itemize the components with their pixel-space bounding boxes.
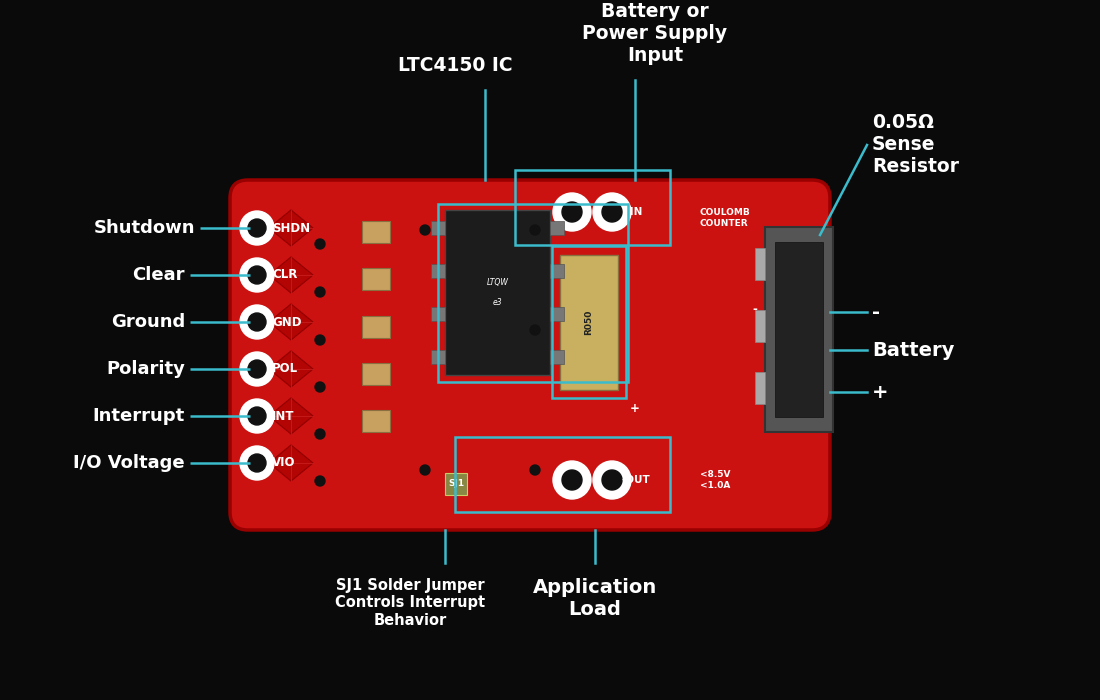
Bar (431, 264, 446, 278)
Bar (431, 221, 446, 235)
Bar (362, 221, 390, 243)
Circle shape (248, 407, 266, 425)
Circle shape (530, 325, 540, 335)
Bar (438, 204, 628, 382)
Bar (446, 473, 468, 495)
Text: Clear: Clear (132, 266, 185, 284)
Bar (550, 307, 564, 321)
Polygon shape (270, 304, 314, 340)
Bar (550, 221, 564, 235)
Circle shape (240, 211, 274, 245)
Circle shape (248, 266, 266, 284)
Bar (755, 372, 764, 404)
Bar (455, 437, 670, 512)
Circle shape (602, 202, 621, 222)
Bar (431, 350, 446, 364)
Text: Battery or
Power Supply
Input: Battery or Power Supply Input (582, 2, 727, 65)
Text: LTQW: LTQW (486, 278, 508, 287)
Text: e3: e3 (493, 298, 503, 307)
Circle shape (240, 399, 274, 433)
Text: R050: R050 (584, 310, 594, 335)
Text: <8.5V
<1.0A: <8.5V <1.0A (700, 470, 730, 490)
Polygon shape (270, 257, 314, 293)
Bar (431, 307, 446, 321)
Text: LTC4150 IC: LTC4150 IC (398, 56, 513, 75)
Circle shape (315, 239, 324, 249)
Circle shape (530, 225, 540, 235)
Circle shape (602, 470, 621, 490)
Text: Battery: Battery (872, 340, 955, 360)
Bar (550, 264, 564, 278)
Text: Ground: Ground (111, 313, 185, 331)
Circle shape (240, 305, 274, 339)
Text: I/O Voltage: I/O Voltage (74, 454, 185, 472)
Text: -: - (752, 304, 758, 316)
Bar (764, 227, 833, 432)
Circle shape (315, 382, 324, 392)
Polygon shape (270, 351, 314, 387)
Circle shape (248, 454, 266, 472)
Bar (362, 410, 390, 432)
Circle shape (315, 287, 324, 297)
Text: Application
Load: Application Load (532, 578, 657, 619)
Text: GND: GND (272, 316, 301, 328)
Circle shape (553, 193, 591, 231)
Text: Shutdown: Shutdown (94, 219, 195, 237)
Text: SHDN: SHDN (272, 221, 310, 234)
Circle shape (593, 193, 631, 231)
Bar (560, 255, 618, 390)
Text: SJ1 Solder Jumper
Controls Interrupt
Behavior: SJ1 Solder Jumper Controls Interrupt Beh… (334, 578, 485, 628)
Text: VIO: VIO (272, 456, 296, 470)
Text: INT: INT (272, 410, 295, 423)
Polygon shape (270, 398, 314, 434)
Text: SJ1: SJ1 (448, 480, 464, 489)
Circle shape (240, 258, 274, 292)
Text: CLR: CLR (272, 269, 297, 281)
Text: 0.05Ω
Sense
Resistor: 0.05Ω Sense Resistor (872, 113, 959, 176)
Bar (362, 268, 390, 290)
Text: Polarity: Polarity (106, 360, 185, 378)
Text: Interrupt: Interrupt (92, 407, 185, 425)
Circle shape (248, 313, 266, 331)
Circle shape (562, 202, 582, 222)
Circle shape (240, 446, 274, 480)
Text: +: + (630, 402, 640, 414)
Bar (550, 350, 564, 364)
Circle shape (420, 225, 430, 235)
Text: -OUT: -OUT (621, 475, 651, 485)
Bar (755, 248, 764, 280)
Circle shape (248, 219, 266, 237)
Bar (515, 170, 670, 245)
Circle shape (553, 461, 591, 499)
Bar (362, 316, 390, 338)
Circle shape (240, 352, 274, 386)
Text: +IN: +IN (621, 207, 643, 217)
Circle shape (315, 429, 324, 439)
Circle shape (248, 360, 266, 378)
Circle shape (562, 470, 582, 490)
Circle shape (530, 465, 540, 475)
Text: +: + (872, 382, 889, 402)
Bar (446, 210, 550, 375)
Bar (362, 363, 390, 385)
Polygon shape (270, 445, 314, 481)
Circle shape (315, 476, 324, 486)
Text: -: - (872, 302, 880, 321)
Circle shape (593, 461, 631, 499)
Bar (755, 310, 764, 342)
Text: POL: POL (272, 363, 298, 375)
FancyBboxPatch shape (230, 180, 830, 530)
Text: COULOMB
COUNTER: COULOMB COUNTER (700, 209, 750, 228)
Polygon shape (270, 210, 314, 246)
Bar (552, 246, 626, 398)
Circle shape (315, 335, 324, 345)
Circle shape (420, 465, 430, 475)
Bar (776, 242, 823, 417)
